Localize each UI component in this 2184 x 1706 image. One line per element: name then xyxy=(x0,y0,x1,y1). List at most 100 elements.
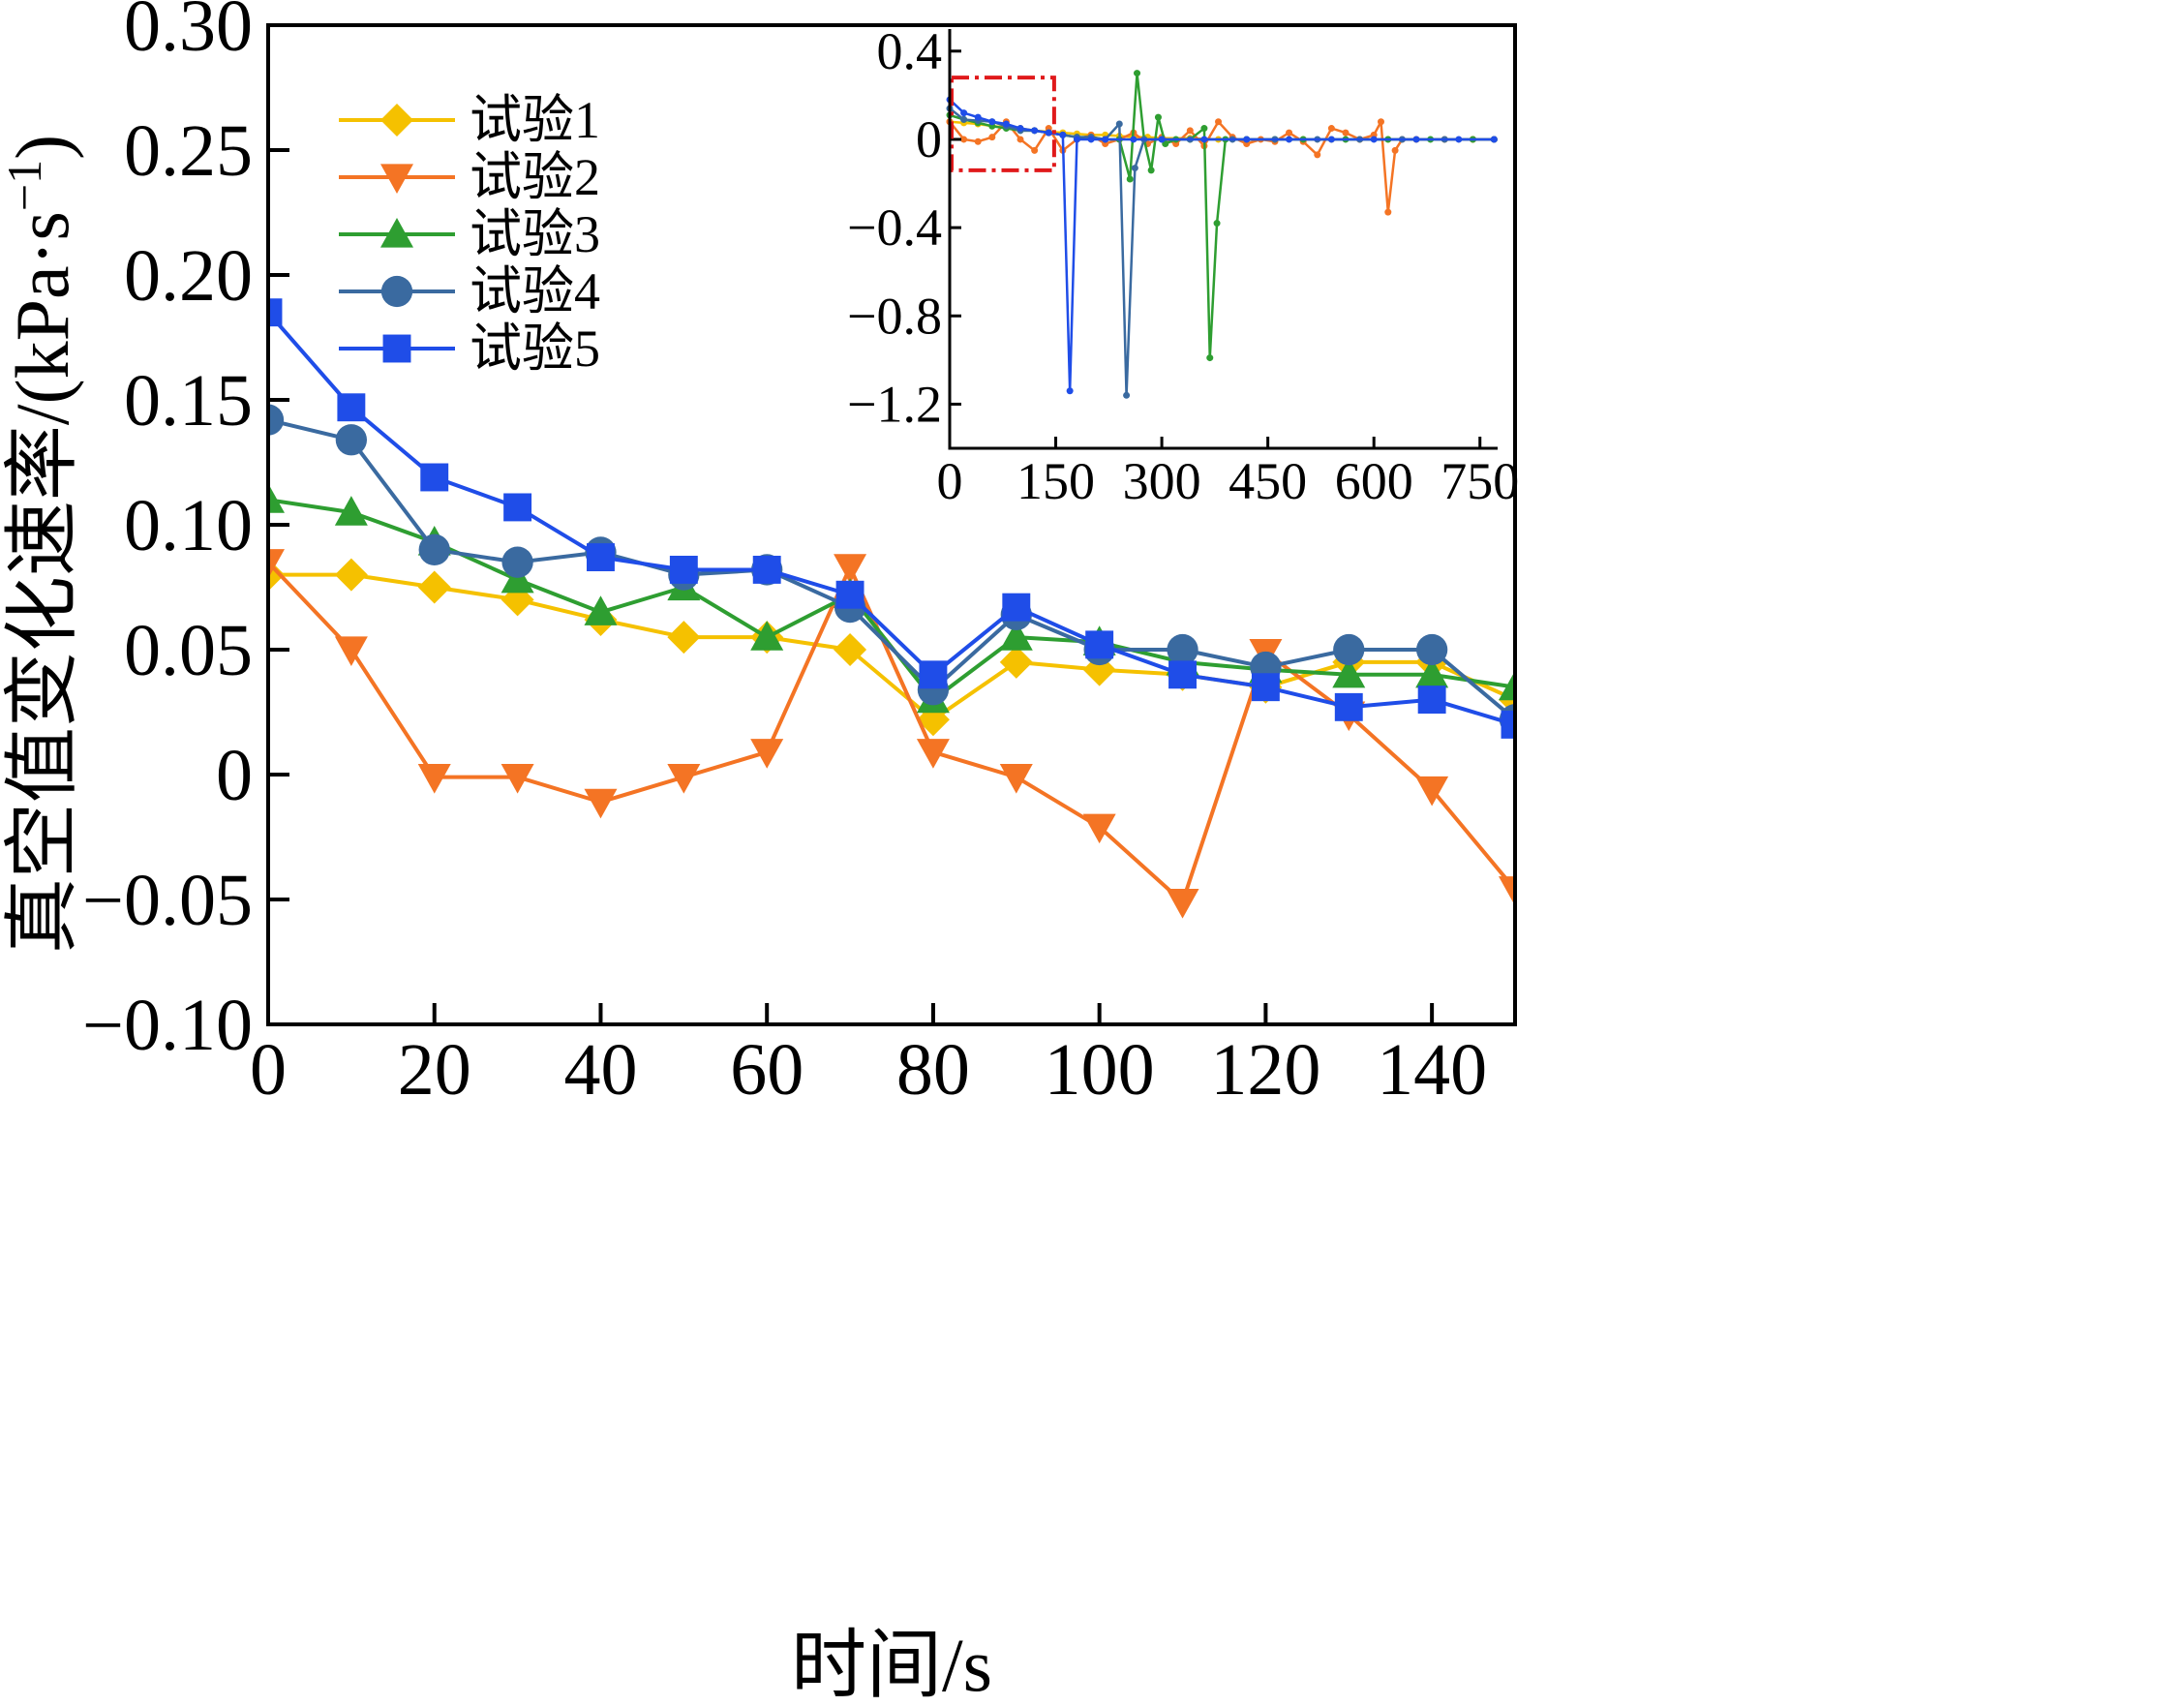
inset-data-point xyxy=(988,118,996,126)
inset-y-tick-label: 0 xyxy=(916,110,942,168)
y-tick-label: 0.15 xyxy=(124,360,253,442)
inset-data-point xyxy=(1158,136,1166,143)
data-point xyxy=(503,493,532,522)
inset-series-5 xyxy=(946,96,1498,395)
inset-data-point xyxy=(1206,354,1214,362)
inset-data-point xyxy=(1286,136,1293,143)
inset-y-axis-ticks: 0.4 0 −0.4 −0.8 −1.2 xyxy=(847,22,961,433)
inset-data-point xyxy=(1384,208,1392,216)
inset-data-point xyxy=(1131,165,1138,172)
data-point xyxy=(418,533,450,565)
inset-data-point xyxy=(1186,127,1194,135)
data-point xyxy=(752,555,781,584)
inset-data-point xyxy=(1391,146,1399,154)
legend-item: 试验1 xyxy=(339,91,600,149)
data-point xyxy=(999,645,1033,679)
data-point xyxy=(1166,888,1199,919)
legend-label: 试验3 xyxy=(470,205,600,263)
legend-marker xyxy=(380,104,413,137)
data-point xyxy=(268,549,285,579)
data-point xyxy=(500,763,534,794)
y-tick-label: −0.05 xyxy=(82,860,253,941)
inset-y-tick-label: −0.8 xyxy=(847,287,942,345)
inset-data-point xyxy=(1314,151,1321,159)
inset-axes-lines xyxy=(948,29,1498,450)
inset-x-tick-label: 750 xyxy=(1441,452,1519,510)
legend-label: 试验2 xyxy=(470,148,600,206)
inset-data-point xyxy=(1342,129,1350,137)
inset-x-tick-label: 150 xyxy=(1016,452,1095,510)
inset-x-tick-label: 0 xyxy=(937,452,963,510)
data-point xyxy=(667,621,701,655)
x-tick-label: 120 xyxy=(1210,1029,1320,1111)
data-point xyxy=(1501,710,1515,739)
main-plot-frame xyxy=(266,23,1517,1026)
data-point xyxy=(669,555,698,584)
data-point xyxy=(667,763,701,794)
x-tick-label: 20 xyxy=(398,1029,471,1111)
main-y-axis-ticks: −0.10 −0.05 0 0.05 0.10 0.15 0.20 0.25 0.30 xyxy=(82,0,289,1066)
data-point xyxy=(835,580,864,609)
inset-data-point xyxy=(1147,167,1155,174)
inset-data-point xyxy=(1016,125,1024,133)
inset-data-point xyxy=(960,115,968,123)
x-axis-title: 时间/s xyxy=(791,1623,992,1706)
inset-data-point xyxy=(1412,136,1420,143)
svg-text:真空值变化速率/(kPa·s−1): 真空值变化速率/(kPa·s−1) xyxy=(0,135,84,954)
legend-marker xyxy=(380,218,413,248)
data-point xyxy=(1415,633,1448,666)
y-tick-label: 0.25 xyxy=(124,110,253,192)
y-tick-label: −0.10 xyxy=(82,985,253,1066)
data-point xyxy=(834,633,867,666)
data-point xyxy=(750,621,784,651)
x-tick-label: 60 xyxy=(730,1029,804,1111)
x-tick-label: 100 xyxy=(1045,1029,1155,1111)
data-point xyxy=(1415,657,1449,688)
legend-label: 试验5 xyxy=(470,320,600,378)
inset-x-tick-label: 450 xyxy=(1228,452,1307,510)
data-point xyxy=(1167,633,1198,666)
inset-x-axis-ticks: 0 150 300 450 600 750 xyxy=(937,437,1519,510)
inset-data-point xyxy=(1200,125,1208,133)
inset-data-point xyxy=(1073,136,1080,143)
legend-item: 试验3 xyxy=(339,205,600,263)
inset-data-point xyxy=(1215,118,1223,126)
data-point xyxy=(999,763,1033,794)
data-point xyxy=(587,543,615,571)
data-point xyxy=(999,621,1033,651)
inset-data-point xyxy=(1031,146,1039,154)
legend-label: 试验1 xyxy=(470,91,600,149)
main-plot: −0.10 −0.05 0 0.05 0.10 0.15 0.20 0.25 0.30 0 20 4… xyxy=(82,0,1517,1111)
x-tick-label: 140 xyxy=(1377,1029,1487,1111)
data-point xyxy=(584,595,618,625)
inset-data-point xyxy=(1102,136,1109,143)
inset-x-tick-label: 300 xyxy=(1123,452,1201,510)
data-point xyxy=(1082,813,1116,844)
inset-data-point xyxy=(1490,136,1498,143)
y-tick-label: 0.05 xyxy=(124,610,253,691)
main-series-group xyxy=(268,298,1515,919)
data-point xyxy=(1417,685,1446,715)
data-point xyxy=(750,739,784,769)
data-point xyxy=(334,636,368,666)
series-line xyxy=(268,417,1515,721)
inset-data-point xyxy=(1087,136,1095,143)
y-tick-label: 0.20 xyxy=(124,235,253,317)
y-tick-label: 0.30 xyxy=(124,0,253,67)
inset-series-group xyxy=(946,70,1498,399)
inset-data-point xyxy=(1243,136,1251,143)
inset-data-point xyxy=(1200,136,1208,143)
inset-x-tick-label: 600 xyxy=(1335,452,1413,510)
data-point xyxy=(268,298,283,327)
inset-data-point xyxy=(960,109,968,117)
data-point xyxy=(919,660,948,689)
data-point xyxy=(1334,692,1363,721)
data-point xyxy=(334,558,368,592)
inset-data-point xyxy=(988,134,996,141)
inset-data-point xyxy=(974,137,982,145)
data-point xyxy=(834,554,867,584)
inset-y-tick-label: −1.2 xyxy=(847,375,942,433)
x-tick-label: 40 xyxy=(563,1029,637,1111)
x-tick-label: 80 xyxy=(896,1029,970,1111)
